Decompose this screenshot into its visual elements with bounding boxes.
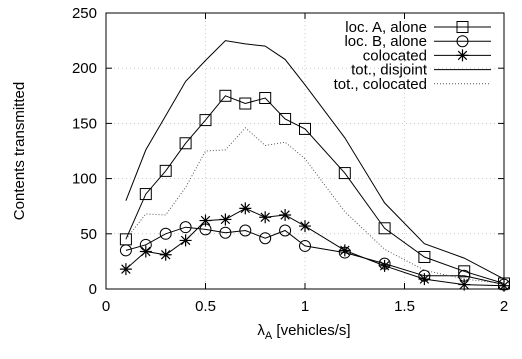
legend-label: colocated — [363, 47, 427, 64]
data-point-square — [219, 89, 232, 102]
legend-item: tot., colocated — [334, 76, 491, 93]
data-point-square — [458, 265, 471, 278]
y-tick-label: 0 — [89, 281, 97, 298]
data-point-star — [119, 263, 132, 276]
y-tick-label: 250 — [72, 5, 97, 22]
data-point-square — [179, 137, 192, 150]
data-point-circle — [159, 227, 172, 240]
data-point-circle — [179, 221, 192, 234]
data-point-square — [139, 188, 152, 201]
data-point-star — [179, 234, 192, 247]
data-point-square — [119, 233, 132, 246]
x-tick-label: 0.5 — [195, 298, 216, 315]
legend-marker-circle — [456, 35, 469, 48]
series-line — [125, 207, 505, 287]
data-point-star — [378, 259, 391, 272]
x-tick-label: 1.5 — [394, 298, 415, 315]
series-1 — [119, 221, 510, 291]
legend-item: colocated — [363, 47, 491, 64]
data-point-square — [418, 250, 431, 263]
x-tick-label: 2 — [500, 298, 508, 315]
data-point-circle — [239, 224, 252, 237]
y-tick-label: 100 — [72, 171, 97, 188]
y-axis-label: Contents transmitted — [11, 82, 28, 220]
legend-item: tot., disjoint — [351, 62, 491, 79]
data-point-star — [279, 209, 292, 222]
data-point-square — [338, 167, 351, 180]
legend-label: tot., disjoint — [351, 62, 428, 79]
series-0 — [119, 89, 510, 290]
data-point-square — [199, 114, 212, 127]
data-point-square — [299, 122, 311, 135]
data-point-star — [239, 202, 252, 215]
series-line — [125, 40, 505, 280]
y-tick-label: 200 — [72, 60, 97, 77]
series-line — [125, 95, 505, 284]
data-point-star — [259, 211, 272, 224]
legend-marker-square — [456, 21, 469, 33]
data-point-star — [159, 248, 172, 261]
data-point-circle — [119, 244, 132, 257]
plot-frame — [105, 12, 505, 290]
data-point-star — [458, 278, 471, 291]
data-point-square — [378, 222, 391, 235]
x-tick-label: 1 — [301, 298, 309, 315]
legend-label: loc. A, alone — [345, 19, 427, 36]
data-point-star — [199, 214, 212, 227]
legend-marker-star — [456, 49, 469, 62]
data-point-circle — [219, 226, 232, 239]
series-3 — [125, 40, 505, 280]
x-axis-label: λA [vehicles/s] — [257, 322, 350, 342]
legend-label: loc. B, alone — [344, 33, 427, 50]
series-line — [125, 127, 505, 284]
y-tick-label: 50 — [80, 226, 97, 243]
data-point-circle — [299, 239, 311, 252]
grid — [106, 13, 504, 289]
axis-ticks: 0 50 100 150 200 250 0 0.5 1 1.5 2 — [72, 5, 508, 315]
data-point-star — [299, 220, 311, 233]
legend-item: loc. B, alone — [344, 33, 491, 50]
data-point-square — [159, 164, 172, 177]
data-point-square — [239, 97, 252, 110]
data-point-star — [139, 245, 152, 258]
legend-item: loc. A, alone — [345, 19, 491, 36]
y-tick-label: 150 — [72, 115, 97, 132]
data-point-circle — [259, 232, 272, 245]
x-axis-label-lambda: λ — [257, 322, 265, 339]
data-point-square — [259, 92, 272, 105]
x-axis-label-units: [vehicles/s] — [272, 322, 350, 339]
data-point-circle — [279, 224, 292, 237]
series-2 — [119, 202, 510, 292]
series-line — [125, 226, 505, 286]
data-point-star — [219, 213, 232, 226]
series-4 — [125, 127, 505, 284]
data-point-square — [279, 112, 292, 125]
x-tick-label: 0 — [102, 298, 110, 315]
data-point-star — [418, 273, 431, 286]
data-point-star — [338, 244, 351, 257]
x-axis-label-subscript: A — [265, 330, 273, 342]
plot-series — [119, 40, 510, 292]
legend-label: tot., colocated — [334, 76, 427, 93]
